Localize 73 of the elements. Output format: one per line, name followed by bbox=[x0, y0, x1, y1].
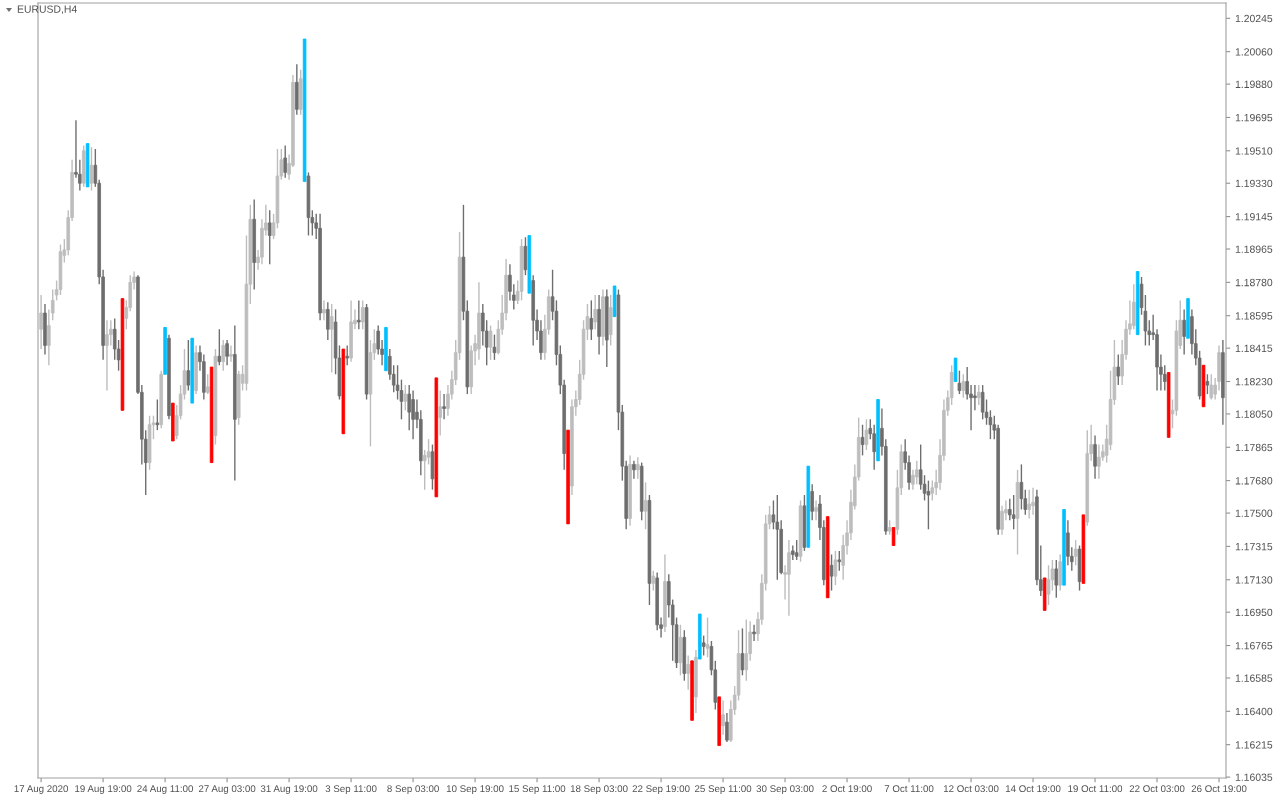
x-tick-label: 12 Oct 03:00 bbox=[943, 785, 999, 793]
x-tick-label: 17 Aug 2020 bbox=[14, 785, 69, 795]
candlestick bbox=[1116, 353, 1121, 386]
y-tick-label: 1.18415 bbox=[1235, 344, 1273, 353]
candlestick bbox=[345, 344, 349, 366]
x-tick-label: 18 Sep 03:00 bbox=[570, 785, 628, 795]
y-tick-label: 1.19695 bbox=[1235, 113, 1273, 122]
candlestick bbox=[205, 373, 210, 395]
candlestick bbox=[701, 634, 706, 657]
candlestick bbox=[434, 377, 439, 498]
y-tick-label: 1.18965 bbox=[1235, 245, 1273, 253]
candlestick bbox=[190, 337, 194, 404]
x-tick-label: 19 Oct 11:00 bbox=[1068, 785, 1123, 793]
y-tick-label: 1.17130 bbox=[1235, 576, 1273, 584]
x-tick-label: 14 Oct 19:00 bbox=[1005, 785, 1061, 793]
y-tick-label: 1.16215 bbox=[1235, 741, 1273, 749]
y-tick-label: 1.17680 bbox=[1235, 477, 1273, 485]
candlestick bbox=[806, 465, 811, 548]
candlestick bbox=[698, 613, 702, 660]
x-tick-label: 24 Aug 11:00 bbox=[137, 785, 194, 795]
candlestick bbox=[341, 348, 346, 435]
candlestick bbox=[775, 494, 780, 581]
y-tick-label: 1.18780 bbox=[1235, 278, 1273, 287]
x-tick-label: 15 Sep 11:00 bbox=[509, 785, 566, 795]
candlestick bbox=[1011, 494, 1016, 530]
candlestick bbox=[651, 570, 656, 592]
y-tick-label: 1.16950 bbox=[1235, 608, 1273, 617]
y-tick-label: 1.19880 bbox=[1235, 80, 1273, 88]
candlestick bbox=[740, 627, 745, 676]
candlestick bbox=[155, 398, 160, 431]
candlestick bbox=[953, 357, 958, 383]
y-tick-label: 1.18595 bbox=[1235, 312, 1273, 320]
y-tick-label: 1.16765 bbox=[1235, 642, 1273, 650]
y-tick-label: 1.20245 bbox=[1235, 14, 1273, 23]
x-tick-label: 27 Aug 03:00 bbox=[198, 785, 256, 795]
x-tick-label: 25 Sep 11:00 bbox=[694, 785, 752, 795]
candlestick bbox=[926, 479, 931, 530]
x-tick-label: 7 Oct 11:00 bbox=[884, 785, 934, 793]
y-tick-label: 1.18050 bbox=[1235, 410, 1273, 418]
chart-title: EURUSD,H4 bbox=[17, 5, 77, 15]
candlestick bbox=[1054, 559, 1059, 599]
x-tick-label: 10 Sep 19:00 bbox=[446, 785, 504, 795]
y-tick-label: 1.16400 bbox=[1235, 707, 1273, 716]
y-tick-label: 1.17865 bbox=[1235, 443, 1273, 452]
y-tick-label: 1.16585 bbox=[1235, 674, 1273, 682]
candlestick bbox=[1201, 364, 1206, 408]
x-tick-label: 8 Sep 03:00 bbox=[387, 785, 439, 795]
candlestick bbox=[837, 550, 842, 572]
x-tick-label: 2 Oct 19:00 bbox=[822, 785, 872, 793]
y-tick-label: 1.17500 bbox=[1235, 509, 1273, 517]
candlestick bbox=[1205, 373, 1210, 395]
y-tick-label: 1.19510 bbox=[1235, 147, 1273, 155]
candlestick bbox=[186, 339, 191, 392]
x-tick-label: 26 Oct 19:00 bbox=[1191, 785, 1247, 793]
y-tick-label: 1.16035 bbox=[1235, 773, 1273, 781]
x-tick-label: 22 Sep 19:00 bbox=[632, 785, 690, 795]
x-tick-label: 31 Aug 19:00 bbox=[260, 785, 318, 795]
candlestick bbox=[403, 384, 408, 412]
candlestick bbox=[566, 429, 570, 525]
candlestick bbox=[771, 499, 776, 530]
y-tick-label: 1.18230 bbox=[1235, 377, 1273, 386]
x-tick-label: 30 Sep 03:00 bbox=[756, 785, 814, 795]
candlestick bbox=[1073, 539, 1078, 567]
y-tick-label: 1.19145 bbox=[1235, 213, 1273, 221]
candlestick bbox=[283, 144, 287, 179]
y-tick-label: 1.20060 bbox=[1235, 48, 1273, 56]
x-tick-label: 22 Oct 03:00 bbox=[1129, 785, 1185, 793]
y-tick-label: 1.19330 bbox=[1235, 179, 1273, 188]
x-tick-label: 19 Aug 19:00 bbox=[75, 785, 132, 795]
candlestick bbox=[744, 618, 749, 682]
y-tick-label: 1.17315 bbox=[1235, 542, 1273, 551]
candlestick bbox=[171, 402, 175, 442]
x-tick-label: 3 Sep 11:00 bbox=[325, 785, 377, 795]
